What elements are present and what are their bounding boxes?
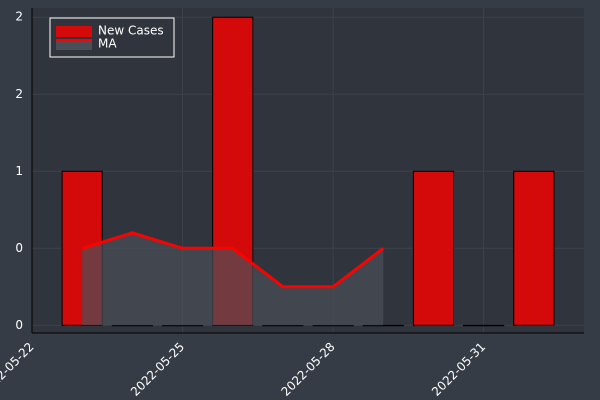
ma-line — [81, 231, 385, 289]
y-tick-label: 1 — [15, 164, 23, 178]
ma-area — [82, 232, 384, 326]
legend-swatch — [56, 39, 92, 50]
bar — [513, 170, 555, 326]
bar — [362, 324, 404, 327]
legend-swatch — [56, 26, 92, 37]
y-tick-label: 0 — [15, 241, 23, 255]
bar — [262, 324, 304, 327]
bar — [412, 170, 455, 326]
bar — [111, 324, 153, 327]
y-tick-label: 2 — [15, 10, 23, 24]
bar — [463, 324, 505, 327]
y-tick-label: 2 — [15, 87, 23, 101]
bar — [312, 324, 354, 327]
legend-label: MA — [98, 37, 117, 51]
legend-box — [49, 17, 175, 58]
y-tick-label: 0 — [15, 318, 23, 332]
bar — [161, 324, 204, 327]
legend-label: New Cases — [98, 24, 164, 38]
